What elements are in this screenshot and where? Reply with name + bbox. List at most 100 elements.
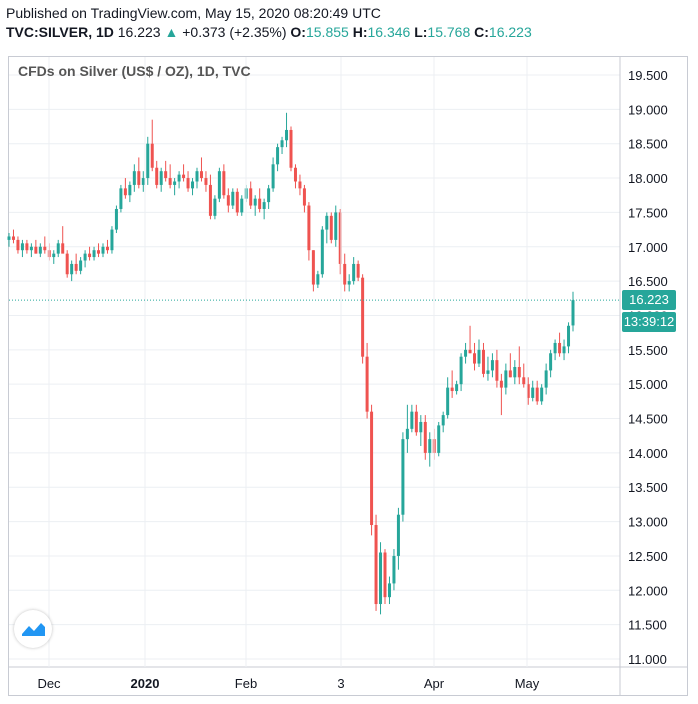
candle-body <box>311 250 315 285</box>
candle-body <box>558 342 562 354</box>
candle-body <box>105 246 109 251</box>
candle-body <box>508 370 512 378</box>
ohlc-line: TVC:SILVER, 1D 16.223 ▲ +0.373 (+2.35%) … <box>6 24 532 40</box>
candle-body <box>186 178 190 189</box>
candle-body <box>43 246 47 251</box>
x-tick-label: Apr <box>424 676 445 691</box>
candle-body <box>347 281 351 285</box>
candle-body <box>271 164 275 189</box>
candle-body <box>401 439 405 515</box>
candle-body <box>370 411 374 526</box>
candle-body <box>25 243 29 251</box>
candle-body <box>141 178 145 185</box>
candle-body <box>114 208 118 230</box>
candle-body <box>334 212 338 240</box>
y-tick-label: 18.000 <box>628 171 668 186</box>
candle-body <box>164 171 168 179</box>
candle-body <box>88 253 92 258</box>
candle-body <box>83 253 87 261</box>
candle-body <box>123 188 127 196</box>
candle-body <box>101 246 105 254</box>
candle-body <box>70 263 74 275</box>
candle-body <box>182 174 186 179</box>
open-value: 15.855 <box>305 24 349 40</box>
candle-body <box>473 353 477 364</box>
candle-body <box>217 171 221 199</box>
candle-body <box>307 205 311 251</box>
y-tick-label: 15.500 <box>628 343 668 358</box>
candle-body <box>298 181 302 189</box>
countdown-tag: 13:39:12 <box>622 312 676 333</box>
chart-title: CFDs on Silver (US$ / OZ), 1D, TVC <box>18 63 251 79</box>
y-tick-label: 19.500 <box>628 68 668 83</box>
candle-body <box>446 387 450 416</box>
candle-body <box>455 384 459 392</box>
last-price-tag: 16.223 <box>622 290 676 311</box>
candle-body <box>522 377 526 385</box>
candle-body <box>240 198 244 213</box>
y-tick-label: 17.000 <box>628 240 668 255</box>
candle-body <box>249 188 253 206</box>
close-label: C: <box>474 24 489 40</box>
high-label: H: <box>352 24 368 40</box>
candle-body <box>329 215 333 240</box>
candle-body <box>262 202 266 209</box>
candle-body <box>513 367 517 378</box>
candle-body <box>365 356 369 412</box>
last-price: 16.223 <box>117 24 161 40</box>
candle-body <box>110 229 114 251</box>
x-tick-label: 3 <box>337 676 344 691</box>
candle-body <box>34 246 38 254</box>
published-line: Published on TradingView.com, May 15, 20… <box>6 5 381 21</box>
y-tick-label: 19.000 <box>628 102 668 117</box>
candle-body <box>258 198 262 209</box>
candle-body <box>544 370 548 388</box>
candle-body <box>526 384 530 398</box>
y-tick-label: 13.500 <box>628 480 668 495</box>
candle-body <box>392 555 396 584</box>
close-value: 16.223 <box>488 24 532 40</box>
y-tick-label: 14.000 <box>628 446 668 461</box>
y-tick-label: 16.500 <box>628 274 668 289</box>
candle-body <box>567 325 571 347</box>
candle-body <box>119 188 123 209</box>
candle-body <box>177 174 181 182</box>
up-arrow-icon: ▲ <box>164 24 179 40</box>
candle-body <box>302 188 306 206</box>
candle-body <box>517 367 521 378</box>
candle-body <box>137 171 141 185</box>
y-tick-label: 12.500 <box>628 549 668 564</box>
candle-body <box>383 552 387 598</box>
chart-frame <box>8 56 688 696</box>
candle-body <box>56 243 60 254</box>
candle-body <box>540 387 544 402</box>
candle-body <box>437 425 441 453</box>
candle-body <box>155 167 159 185</box>
candle-body <box>410 411 414 429</box>
tradingview-logo-icon[interactable] <box>14 610 52 648</box>
candle-body <box>320 229 324 275</box>
high-value: 16.346 <box>367 24 411 40</box>
y-tick-label: 18.500 <box>628 137 668 152</box>
candle-body <box>191 181 195 189</box>
candle-body <box>379 552 383 605</box>
candle-body <box>226 195 230 206</box>
candle-body <box>490 360 494 371</box>
candle-body <box>79 260 83 271</box>
candle-body <box>29 246 33 251</box>
candle-body <box>441 415 445 426</box>
candle-body <box>61 243 65 254</box>
candle-body <box>405 428 409 440</box>
candle-body <box>132 171 136 185</box>
candle-body <box>65 253 69 275</box>
candle-body <box>325 215 329 230</box>
candle-body <box>267 188 271 203</box>
candle-body <box>504 370 508 388</box>
candle-body <box>92 250 96 258</box>
candle-body <box>428 439 432 453</box>
low-value: 15.768 <box>427 24 471 40</box>
candle-body <box>571 300 575 326</box>
y-tick-label: 17.500 <box>628 205 668 220</box>
candle-body <box>387 583 391 598</box>
